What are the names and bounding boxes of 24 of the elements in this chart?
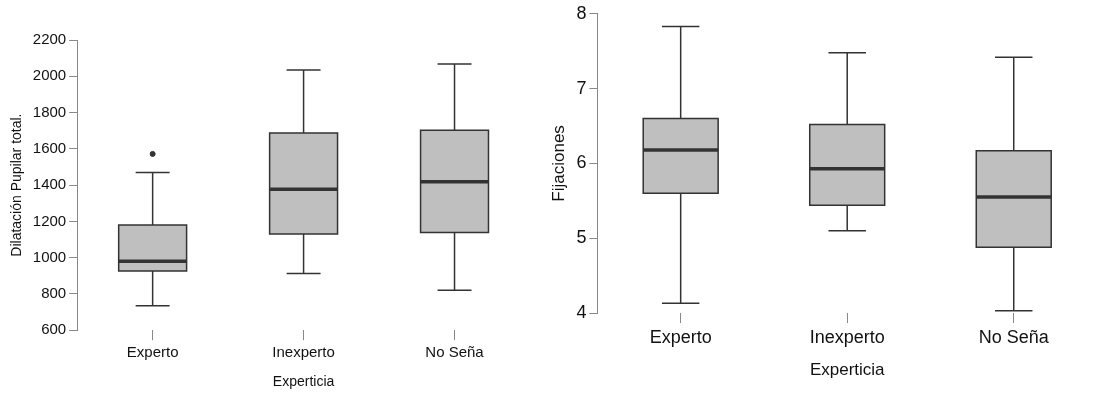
y-tick-label: 1400 [32,175,67,193]
y-tick-label: 1600 [32,138,67,156]
y-tick-label: 8 [576,2,587,23]
y-tick-label: 4 [576,301,587,322]
x-axis-title: Experticia [272,373,335,390]
y-axis-title: Fijaciones [548,125,568,202]
y-tick-label: 1200 [32,211,67,229]
y-tick-label: 2200 [32,30,67,48]
y-tick-label: 2000 [32,66,67,84]
x-tick-label: Inexperto [809,326,885,347]
y-tick-label: 7 [576,77,587,98]
y-axis-title: Dilatación Pupilar total. [8,113,25,257]
x-tick-label: Inexperto [272,343,335,361]
x-tick-label: Experto [649,326,712,347]
x-tick-label: No Seña [978,326,1050,347]
y-tick-label: 800 [41,284,67,302]
y-tick-label: 1800 [32,102,67,120]
x-tick-label: No Seña [425,343,485,361]
y-tick-label: 5 [576,227,587,248]
y-tick-label: 600 [41,320,67,338]
y-tick-label: 1000 [32,247,67,265]
x-tick-label: Experto [126,343,179,361]
x-axis-title: Experticia [809,360,886,380]
y-tick-label: 6 [576,152,587,173]
